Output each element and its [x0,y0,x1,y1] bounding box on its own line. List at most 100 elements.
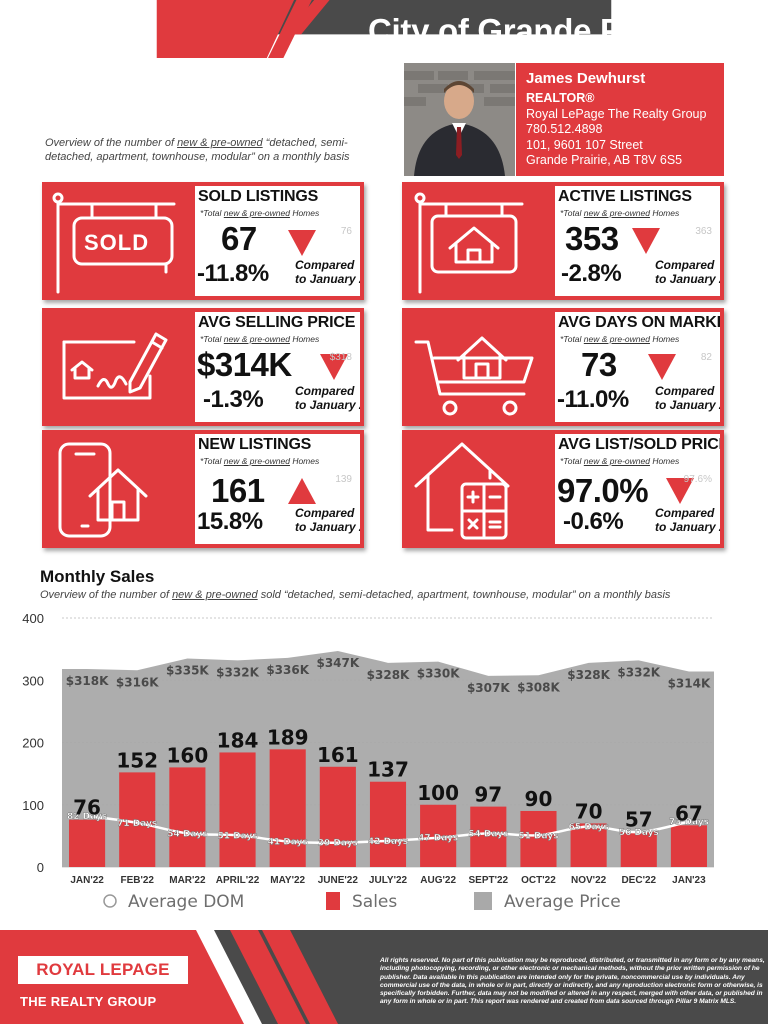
x-category-label: SEPT'22 [468,875,508,886]
card-change: -11.8% [197,260,269,287]
x-category-label: AUG'22 [420,875,456,886]
arrow-down-icon [632,228,660,254]
monthly-subtitle-suffix: sold “detached, semi-detached, apartment… [257,589,671,601]
agent-title: REALTOR® [526,91,595,105]
card-avg-list-sold-price: AVG LIST/SOLD PRICE *Total new & pre-own… [402,430,724,548]
agent-phone[interactable]: 780.512.4898 [526,122,603,136]
legal-disclaimer: All rights reserved. No part of this pub… [380,957,765,1006]
price-label: $318K [66,674,109,688]
sales-value-label: 160 [167,743,209,767]
card-subnote: *Total new & pre-owned Homes [560,334,679,344]
sold-sign-icon: SOLD [46,186,192,296]
card-title: NEW LISTINGS [198,436,312,453]
sales-value-label: 90 [525,787,553,811]
y-tick-label: 400 [22,611,44,626]
card-avg-days-on-market: AVG DAYS ON MARKET *Total new & pre-owne… [402,308,724,426]
logo-wordmark: ROYAL LEPAGE [36,960,170,979]
legend-dom-label: Average DOM [128,892,244,912]
card-change: 15.8% [197,508,263,535]
sales-value-label: 189 [267,725,309,749]
header-band [156,0,612,58]
house-calculator-icon [406,434,552,544]
report-title-line2: Market Update [8,30,156,55]
monthly-sales-title: Monthly Sales [40,567,155,586]
card-subnote: *Total new & pre-owned Homes [560,208,679,218]
dom-label: 54 Days [468,829,508,839]
card-avg-selling-price: AVG SELLING PRICE *Total new & pre-owned… [42,308,364,426]
subnote-prefix: *Total [560,456,584,466]
dom-panel: AVG DAYS ON MARKET *Total new & pre-owne… [555,312,720,422]
subnote-underlined: new & pre-owned [583,456,650,466]
x-category-label: JULY'22 [369,875,408,886]
report-title: Real Estate Market Update [8,7,156,55]
sales-bar [670,825,707,867]
compared-line1: Compared [655,506,715,520]
compared-line2: to January 2022 [655,520,720,534]
card-value: 97.0% [557,472,649,509]
intro-suffix: “detached, semi-detached, apartment, tow… [45,137,350,163]
agent-name: James Dewhurst [526,70,646,87]
x-category-label: MAR'22 [169,875,206,886]
monthly-sales-chart: 0 100 200 300 400 $318K $316K $335K $332K $336K $3… [22,611,714,912]
sales-value-label: 70 [575,799,603,823]
dom-label: 42 Days [368,837,408,847]
y-tick-label: 300 [22,673,44,688]
compared-line1: Compared [655,384,715,398]
new-panel: NEW LISTINGS *Total new & pre-owned Home… [195,434,360,544]
dom-label: 56 Days [619,828,659,838]
contract-pen-icon [46,312,192,422]
card-title: AVG DAYS ON MARKET [558,314,720,331]
price-panel: AVG SELLING PRICE *Total new & pre-owned… [195,312,360,422]
price-label: $307K [467,681,510,695]
price-label: $336K [266,663,309,677]
subnote-suffix: Homes [289,456,320,466]
price-label: $316K [116,675,159,689]
x-category-label: FEB'22 [120,875,154,886]
shopping-cart-house-icon [406,312,552,422]
arrow-down-icon [648,354,676,380]
sales-bar [520,810,557,867]
sales-value-label: 97 [474,783,502,807]
monthly-subtitle-underlined: new & pre-owned [172,589,258,601]
arrow-up-icon [288,478,316,504]
price-label: $328K [367,668,410,682]
sales-bar [219,752,256,867]
sales-bar [570,823,607,867]
card-title: AVG LIST/SOLD PRICE [558,436,720,453]
dom-label: 73 Days [669,818,709,828]
compared-line1: Compared [295,384,355,398]
card-value: 353 [565,220,619,257]
compared-line2: to January 2022 [655,272,720,286]
sales-value-label: 67 [675,801,703,825]
sales-bar [470,806,507,867]
card-value: $314K [197,346,292,383]
card-value: 67 [221,220,257,257]
y-tick-label: 0 [37,860,44,875]
card-subnote: *Total new & pre-owned Homes [200,456,319,466]
card-value: 73 [581,346,617,383]
sales-bar [69,819,106,867]
card-value: 161 [211,472,265,509]
card-title: AVG SELLING PRICE [198,314,356,331]
intro-text: Overview of the number of new & pre-owne… [45,136,375,164]
ratio-panel: AVG LIST/SOLD PRICE *Total new & pre-own… [555,434,720,544]
x-category-label: JAN'22 [70,875,104,886]
subnote-underlined: new & pre-owned [583,208,650,218]
card-change: -11.0% [557,386,629,413]
subnote-underlined: new & pre-owned [583,334,650,344]
price-label: $314K [668,677,711,691]
x-category-label: OCT'22 [521,875,556,886]
subnote-suffix: Homes [289,334,320,344]
compared-line2: to January 2022 [295,272,360,286]
dom-label: 47 Days [418,834,458,844]
compared-line1: Compared [295,258,355,272]
legend-sales-marker [326,892,340,910]
subnote-prefix: *Total [200,456,224,466]
subnote-suffix: Homes [649,334,680,344]
sold-sign-text: SOLD [84,230,150,255]
subnote-suffix: Homes [649,456,680,466]
